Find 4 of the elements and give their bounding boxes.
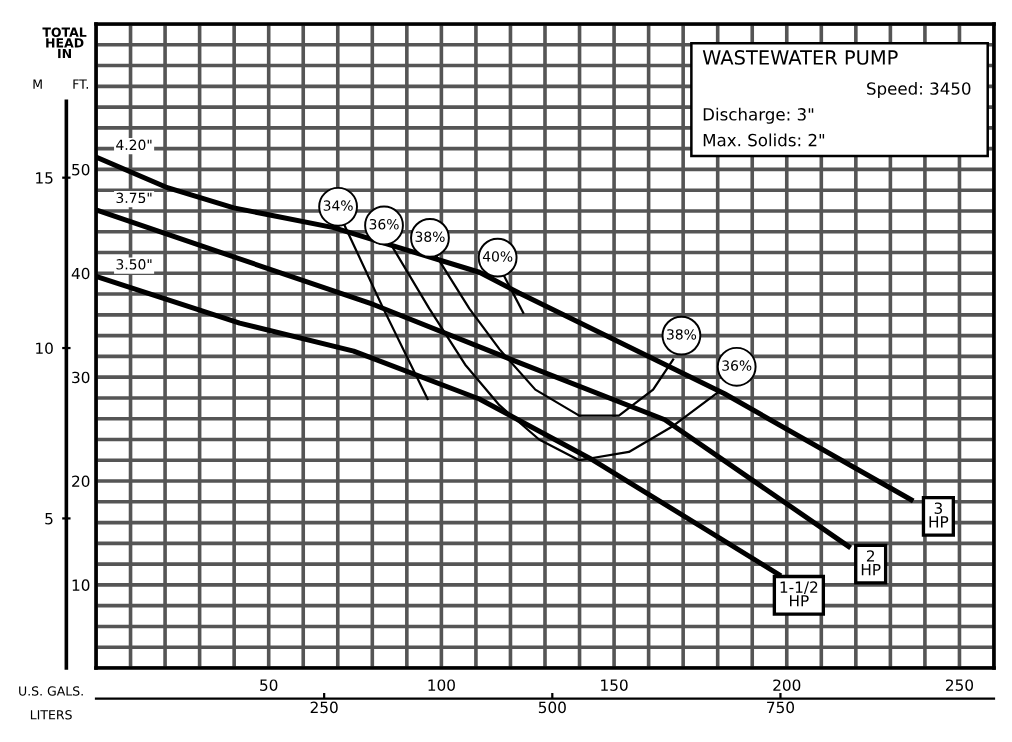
annotation: Max. Solids: 2" (703, 133, 825, 147)
annotation: Speed: 3450 (867, 81, 971, 99)
annotation: Discharge: 3" (703, 107, 814, 124)
text: WASTEWATER PUMP (702, 50, 898, 65)
